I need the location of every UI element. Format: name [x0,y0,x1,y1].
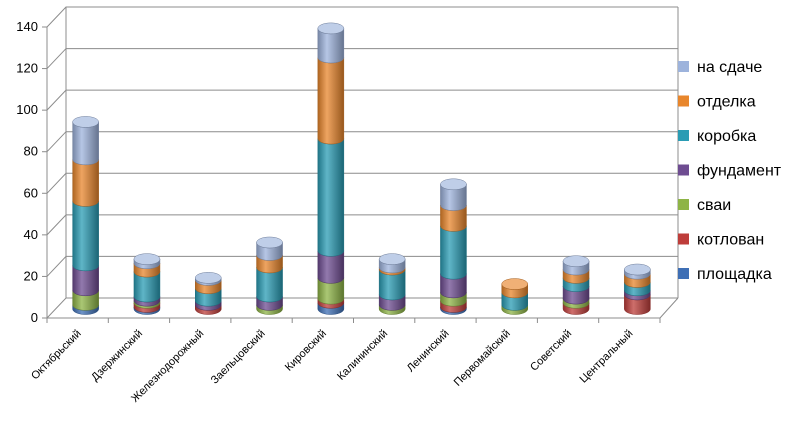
bar-segment [440,225,467,280]
legend-label: площадка [697,266,772,283]
bar-top-cap [562,255,590,267]
legend: на сдаче отделка коробка фундамент сваи котло… [678,59,782,283]
category-label: Первомайский [452,328,513,389]
category-label: Центральный [578,328,636,386]
bar-segment [72,159,99,207]
y-tick-label: 80 [24,144,38,159]
legend-label: на сдаче [697,59,762,76]
bar-segment [72,200,99,272]
gridline [46,214,678,236]
legend-swatch [678,95,689,107]
bar-top-cap [624,263,651,276]
bar-top-cap [195,272,222,284]
y-tick-label: 100 [16,102,38,117]
bars [72,22,651,315]
category-label: Советский [528,328,574,374]
legend-label: сваи [697,197,731,214]
y-axis: 0 20 40 60 80 100 120 140 [16,19,47,325]
category-label: Октябрьский [29,328,84,383]
gridline [46,131,678,153]
gridline [46,172,678,194]
y-tick-label: 140 [16,19,38,34]
bar-top-cap [256,236,283,249]
bar-top-cap [440,178,467,191]
bar-segment [72,121,99,166]
bar-top-cap [501,278,528,290]
y-tick-label: 120 [16,61,38,76]
legend-label: отделка [697,94,756,111]
gridline [46,6,678,28]
y-tick-label: 40 [24,227,38,242]
legend-label: коробка [697,128,756,145]
bar-segment [317,57,345,145]
category-label: Калининский [335,328,390,383]
grid-and-walls [46,6,679,323]
bar-top-cap [378,253,406,265]
legend-label: фундамент [697,163,782,180]
bar-top-cap [72,116,99,128]
y-tick-label: 0 [31,310,38,325]
legend-swatch [678,199,689,210]
gridline [46,89,678,111]
y-tick-label: 20 [24,268,38,283]
legend-swatch [678,164,689,176]
category-label: Дзержинский [89,328,145,384]
legend-label: котлован [697,232,764,249]
y-tick-label: 60 [24,185,38,200]
bar-top-cap [317,22,345,35]
category-label: Кировский [283,328,329,374]
legend-swatch [678,233,689,245]
bar-top-cap [133,253,161,265]
legend-swatch [678,61,689,72]
bar-segment [317,138,345,257]
gridline [46,48,678,69]
legend-swatch [678,130,689,141]
category-label: Ленинский [405,328,452,375]
legend-swatch [678,268,689,279]
category-label: Заельцовский [209,328,268,387]
